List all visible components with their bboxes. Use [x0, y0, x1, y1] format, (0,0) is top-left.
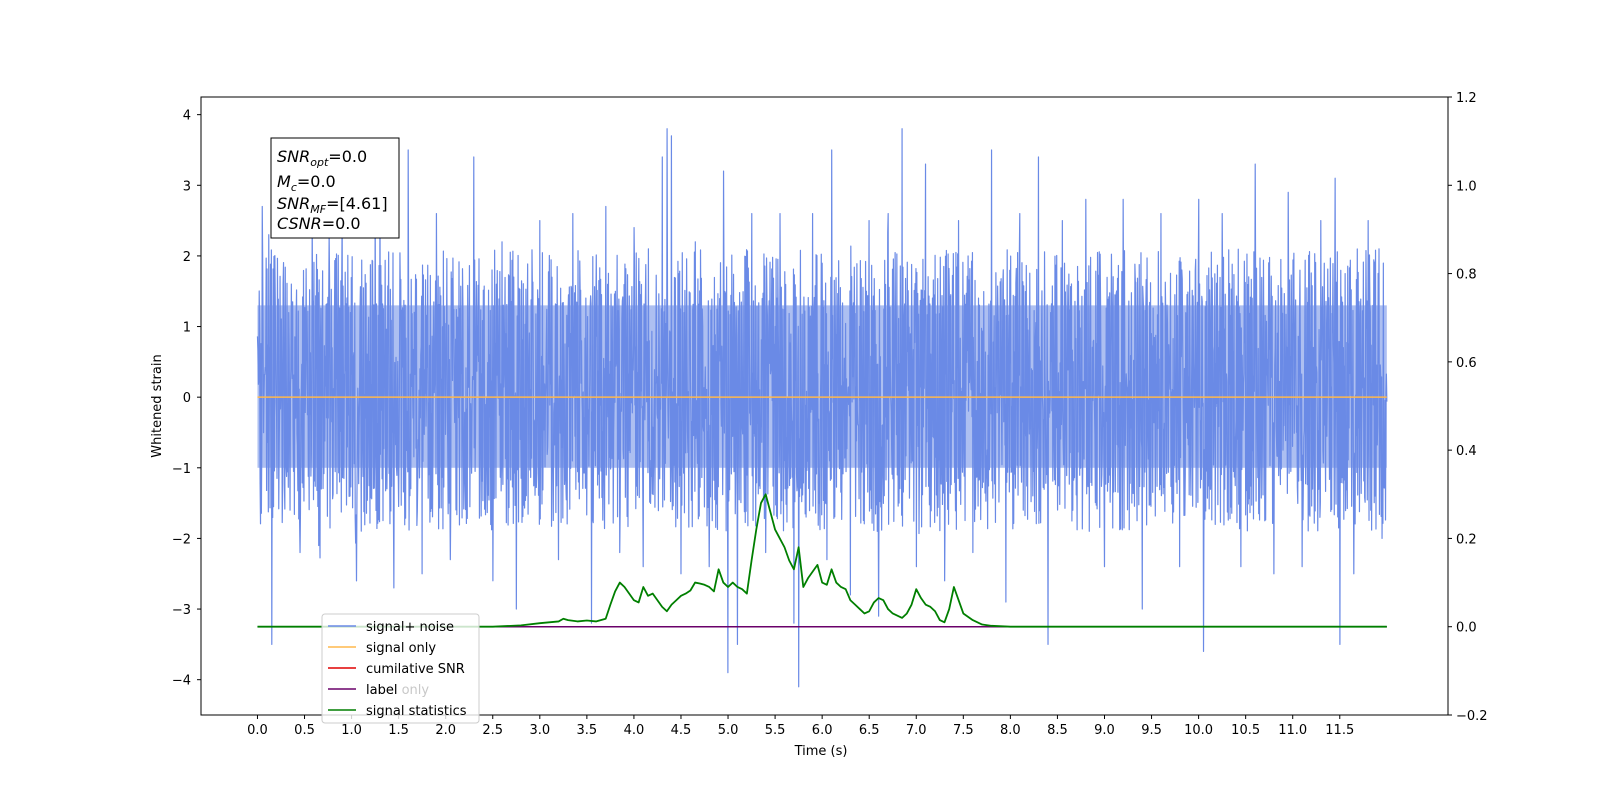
x-tick-label: 8.0	[1000, 723, 1021, 738]
x-tick-label: 7.5	[953, 723, 974, 738]
stats-csnr: CSNR=0.0	[277, 214, 361, 233]
legend-label-signal-statistics: signal statistics	[366, 704, 467, 719]
legend-label-label-only: label only	[366, 683, 429, 698]
x-tick-label: 0.0	[247, 723, 268, 738]
x-tick-label: 10.5	[1231, 723, 1260, 738]
x-tick-label: 11.5	[1325, 723, 1354, 738]
y-tick-label: −3	[172, 603, 191, 618]
x-tick-label: 4.5	[671, 723, 692, 738]
legend-label-signal-noise: signal+ noise	[366, 620, 454, 635]
stats-snr-mf: SNRMF=[4.61]	[277, 194, 388, 216]
y-tick-label: −1	[172, 462, 191, 477]
y2-tick-label: 1.0	[1456, 179, 1477, 194]
signal-noise-series	[256, 128, 1388, 688]
y-axis-label: Whitened strain	[150, 354, 165, 457]
x-tick-label: 9.0	[1094, 723, 1115, 738]
legend-label-label: label	[366, 683, 397, 698]
x-tick-label: 1.5	[388, 723, 409, 738]
plot-frame	[200, 96, 1449, 716]
x-tick-label: 6.0	[812, 723, 833, 738]
x-tick-label: 1.0	[341, 723, 362, 738]
y2-tick-label: −0.2	[1456, 709, 1488, 724]
y-tick-label: 3	[183, 179, 191, 194]
x-tick-label: 2.5	[482, 723, 503, 738]
x-axis-label: Time (s)	[794, 744, 848, 759]
signal-statistics-series	[257, 493, 1387, 628]
x-tick-label: 0.5	[294, 723, 315, 738]
x-tick-label: 11.0	[1278, 723, 1307, 738]
y-tick-label: 2	[183, 250, 191, 265]
x-axis: 0.0 0.5 1.0 1.5 2.0 2.5 3.0 3.5 4.0 4.5 5.0 5.5 6.0 6…	[247, 715, 1354, 738]
y-tick-label: 4	[183, 109, 191, 124]
x-tick-label: 5.0	[718, 723, 739, 738]
stats-mc: Mc=0.0	[277, 172, 336, 194]
stats-box	[270, 137, 400, 239]
y-tick-label: −4	[172, 674, 191, 689]
y2-tick-label: 0.4	[1456, 444, 1477, 459]
y-axis-left: 4 3 2 1 0 −1 −2 −3 −4	[172, 109, 201, 689]
y-tick-label: −2	[172, 532, 191, 547]
stats-snr-opt: SNRopt=0.0	[277, 147, 367, 169]
stats-annotation: SNRopt=0.0 Mc=0.0 SNRMF=[4.61] CSNR=0.0	[270, 137, 400, 239]
legend-label-cumulative-snr: cumilative SNR	[366, 662, 465, 677]
x-tick-label: 6.5	[859, 723, 880, 738]
y2-tick-label: 0.2	[1456, 532, 1477, 547]
y-tick-label: 0	[183, 391, 191, 406]
legend-label-signal-only: signal only	[366, 641, 436, 656]
y2-tick-label: 1.2	[1456, 91, 1477, 106]
legend: signal+ noise signal only cumilative SNR…	[321, 613, 480, 724]
x-tick-label: 2.0	[435, 723, 456, 738]
x-tick-label: 7.0	[906, 723, 927, 738]
x-tick-label: 5.5	[765, 723, 786, 738]
x-tick-label: 8.5	[1047, 723, 1068, 738]
signal-statistics-line	[257, 493, 1387, 628]
x-tick-label: 3.5	[577, 723, 598, 738]
x-tick-label: 3.0	[529, 723, 550, 738]
plot-area	[256, 128, 1388, 688]
y2-tick-label: 0.8	[1456, 268, 1477, 283]
y-tick-label: 1	[183, 321, 191, 336]
legend-box	[321, 613, 480, 724]
y-axis-right: 1.2 1.0 0.8 0.6 0.4 0.2 0.0 −0.2	[1448, 91, 1488, 724]
x-tick-label: 10.0	[1184, 723, 1213, 738]
x-tick-label: 9.5	[1141, 723, 1162, 738]
x-tick-label: 4.0	[624, 723, 645, 738]
y2-tick-label: 0.6	[1456, 356, 1477, 371]
signal-noise-core	[257, 305, 1387, 468]
y2-tick-label: 0.0	[1456, 621, 1477, 636]
